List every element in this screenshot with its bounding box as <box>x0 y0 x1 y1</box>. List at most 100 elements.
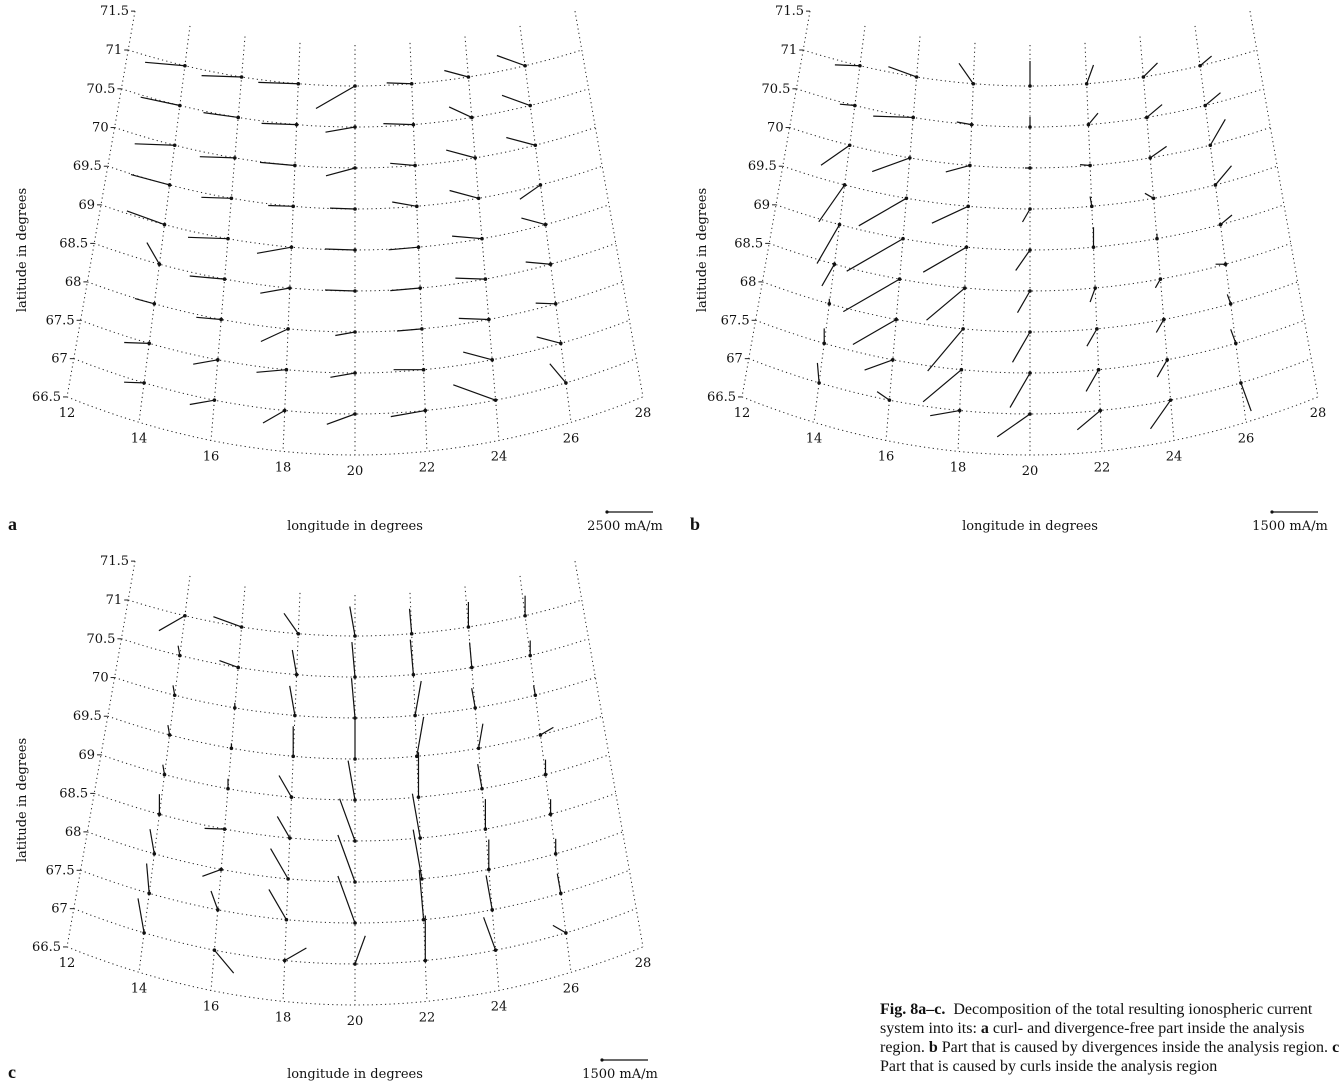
x-axis-label: longitude in degrees <box>287 519 423 534</box>
grid-point <box>483 827 488 831</box>
panel-a: 71.5 71 70.5 70 69.5 69 68.5 68 67.5 67 66.512 14 16… <box>8 4 663 534</box>
grid-point <box>353 248 357 252</box>
current-vector <box>873 115 914 119</box>
grid-point <box>152 852 157 856</box>
grid-point <box>1093 286 1097 290</box>
grid-point <box>901 236 905 241</box>
current-vector <box>864 359 894 371</box>
grid-point <box>483 277 488 281</box>
current-vector <box>483 917 497 951</box>
current-vector <box>350 678 356 719</box>
current-vector <box>324 248 356 251</box>
current-vector <box>477 763 483 789</box>
current-vector <box>140 96 180 107</box>
y-tick-label: 71 <box>106 593 123 608</box>
latitude-grid-line <box>107 715 603 760</box>
grid-point <box>1095 327 1099 331</box>
grid-point <box>420 877 424 881</box>
grid-point <box>183 63 187 68</box>
current-vector <box>1086 64 1095 84</box>
grid-point <box>147 341 151 346</box>
x-tick-label: 24 <box>491 999 508 1014</box>
current-vector <box>834 64 860 67</box>
x-tick-label: 12 <box>734 406 751 421</box>
grid-point <box>1098 408 1103 413</box>
latitude-grid-line <box>755 319 1305 374</box>
current-vector <box>876 391 890 401</box>
y-tick-label: 71 <box>781 43 798 58</box>
grid-point <box>490 358 495 362</box>
longitude-grid-line <box>1194 25 1247 423</box>
y-axis-label: latitude in degrees <box>695 188 710 312</box>
grid-point <box>1239 381 1243 385</box>
grid-point <box>236 665 240 670</box>
caption-intro: Decomposition of the total resulting ion… <box>880 1001 1313 1037</box>
grid-point <box>548 262 553 267</box>
current-vector <box>193 359 218 365</box>
x-tick-label: 22 <box>1094 460 1111 475</box>
grid-point <box>353 634 357 638</box>
grid-point <box>1091 245 1096 249</box>
grid-point <box>229 746 234 751</box>
y-tick-label: 67.5 <box>46 313 75 328</box>
grid-point <box>418 836 423 840</box>
grid-point <box>858 63 862 68</box>
current-vector <box>525 261 551 265</box>
grid-point <box>533 143 538 148</box>
y-tick-label: 67 <box>51 352 68 367</box>
longitude-grid-line <box>138 25 191 423</box>
current-vector <box>134 143 175 146</box>
y-tick-label: 69.5 <box>748 159 777 174</box>
grid-point <box>1213 183 1218 187</box>
caption-a-text: curl- and divergence-free part inside th… <box>880 1020 1305 1056</box>
x-tick-label: 28 <box>635 956 652 971</box>
y-tick-label: 69.5 <box>73 709 102 724</box>
current-vector <box>926 287 966 321</box>
current-vector <box>260 328 289 343</box>
grid-point <box>294 672 299 677</box>
current-vector <box>204 827 225 830</box>
current-vector <box>409 639 414 675</box>
longitude-grid-line <box>519 575 572 973</box>
caption-c-letter: c <box>1332 1039 1340 1056</box>
current-vector <box>821 263 835 287</box>
current-vector <box>556 873 562 894</box>
current-vector <box>284 947 307 962</box>
current-vector <box>455 277 486 280</box>
y-tick-label: 66.5 <box>32 940 61 955</box>
grid-point <box>409 81 414 86</box>
current-vector <box>189 399 215 406</box>
y-tick-label: 67.5 <box>721 313 750 328</box>
current-vector <box>390 162 416 167</box>
caption-prefix: Fig. 8a–c. <box>880 1001 946 1018</box>
current-vector <box>258 81 299 85</box>
panel-letter: b <box>690 514 700 534</box>
grid-point <box>1158 277 1163 281</box>
grid-point <box>897 277 902 281</box>
grid-point <box>353 798 357 802</box>
x-tick-label: 24 <box>491 449 508 464</box>
x-tick-label: 12 <box>59 406 76 421</box>
y-tick-label: 66.5 <box>707 390 736 405</box>
current-vector <box>146 863 150 894</box>
x-tick-label: 22 <box>419 1010 436 1025</box>
current-vector <box>145 61 185 67</box>
grid-point <box>1151 196 1156 201</box>
x-tick-label: 26 <box>1238 431 1255 446</box>
grid-point <box>212 398 217 402</box>
current-vector <box>392 201 417 207</box>
grid-point <box>1141 75 1146 79</box>
y-tick-label: 67 <box>51 902 68 917</box>
grid-point <box>409 631 414 636</box>
x-tick-label: 24 <box>1166 449 1183 464</box>
grid-point <box>152 302 157 306</box>
grid-point <box>466 625 471 629</box>
y-axis-label: latitude in degrees <box>15 188 30 312</box>
grid-point <box>832 262 837 267</box>
grid-point <box>493 398 498 402</box>
left-axis-line <box>66 11 136 397</box>
caption-b-letter: b <box>928 1039 938 1056</box>
grid-point <box>964 245 969 249</box>
grid-point <box>420 327 424 331</box>
y-tick-label: 68 <box>740 275 757 290</box>
